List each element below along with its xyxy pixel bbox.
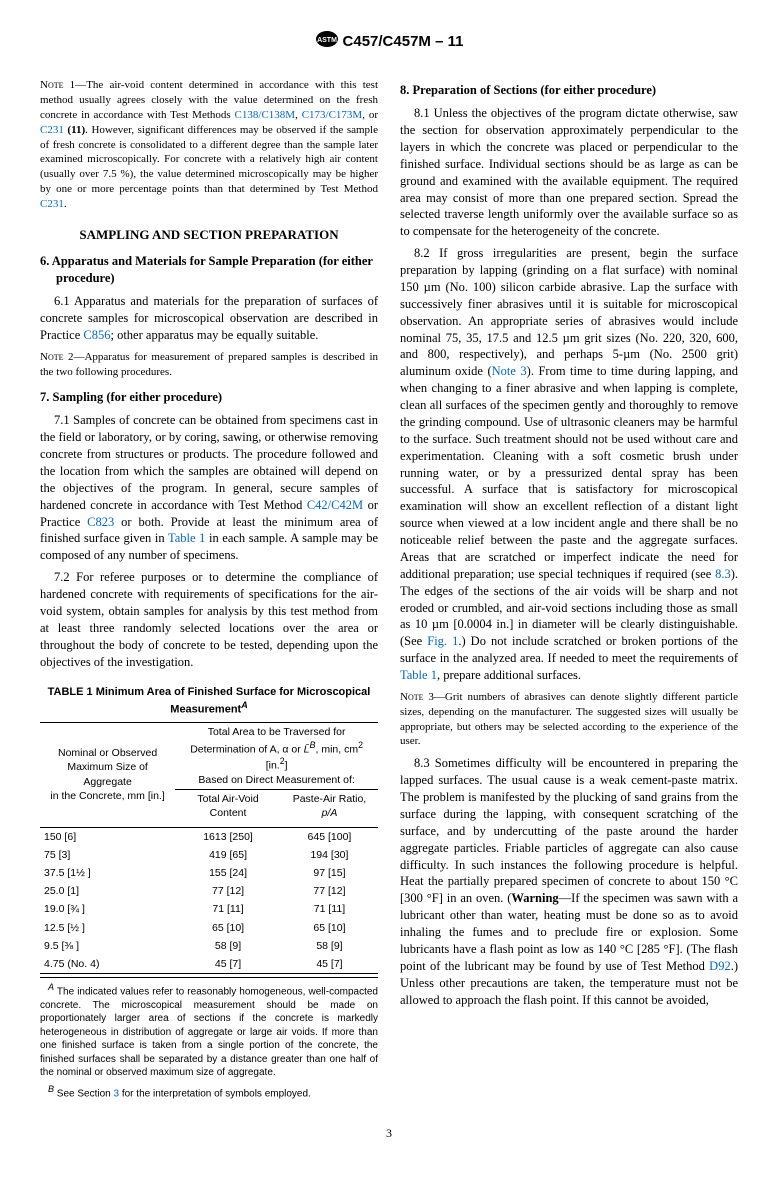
table-sub2: Paste-Air Ratio, p/A (281, 790, 378, 823)
para-8-1: 8.1 Unless the objectives of the program… (400, 105, 738, 240)
table-1: Nominal or Observed Maximum Size of Aggr… (40, 722, 378, 974)
para-6-1: 6.1 Apparatus and materials for the prep… (40, 293, 378, 344)
para-7-2: 7.2 For referee purposes or to determine… (40, 569, 378, 670)
para-8-2: 8.2 If gross irregularities are present,… (400, 245, 738, 684)
table-row: 150 [6]1613 [250]645 [100] (40, 827, 378, 846)
note-1: Note 1—The air-void content determined i… (40, 78, 378, 212)
standard-id: C457/C457M – 11 (343, 33, 464, 50)
two-column-body: Note 1—The air-void content determined i… (40, 72, 738, 1100)
table-row: 75 [3]419 [65]194 [30] (40, 846, 378, 864)
heading-7: 7. Sampling (for either procedure) (40, 389, 378, 406)
table-1-caption: TABLE 1 Minimum Area of Finished Surface… (40, 686, 378, 717)
table-row: 19.0 [¾ ]71 [11]71 [11] (40, 900, 378, 918)
svg-text:ASTM: ASTM (317, 37, 337, 44)
para-7-1: 7.1 Samples of concrete can be obtained … (40, 412, 378, 564)
table-note-b: B See Section 3 for the interpretation o… (40, 1083, 378, 1101)
table-sub1: Total Air-Void Content (175, 790, 281, 823)
astm-logo: ASTM (315, 30, 339, 54)
right-column: 8. Preparation of Sections (for either p… (400, 72, 738, 1100)
page-header: ASTM C457/C457M – 11 (40, 30, 738, 54)
table-note-a: A The indicated values refer to reasonab… (40, 977, 378, 1080)
table-col2-head: Total Area to be Traversed for Determina… (175, 722, 378, 790)
table-row: 37.5 [1½ ]155 [24]97 [15] (40, 864, 378, 882)
table-row: 4.75 (No. 4)45 [7]45 [7] (40, 955, 378, 974)
table-row: 9.5 [⅜ ]58 [9]58 [9] (40, 937, 378, 955)
note-3: Note 3—Grit numbers of abrasives can den… (400, 690, 738, 749)
table-row: 25.0 [1]77 [12]77 [12] (40, 882, 378, 900)
heading-6: 6. Apparatus and Materials for Sample Pr… (40, 253, 378, 287)
left-column: Note 1—The air-void content determined i… (40, 72, 378, 1100)
para-8-3: 8.3 Sometimes difficulty will be encount… (400, 755, 738, 1008)
note-2: Note 2—Apparatus for measurement of prep… (40, 350, 378, 380)
table-col1-head: Nominal or Observed Maximum Size of Aggr… (40, 722, 175, 827)
section-banner: SAMPLING AND SECTION PREPARATION (40, 226, 378, 244)
heading-8: 8. Preparation of Sections (for either p… (400, 82, 738, 99)
table-row: 12.5 [½ ]65 [10]65 [10] (40, 919, 378, 937)
page-number: 3 (40, 1125, 738, 1141)
